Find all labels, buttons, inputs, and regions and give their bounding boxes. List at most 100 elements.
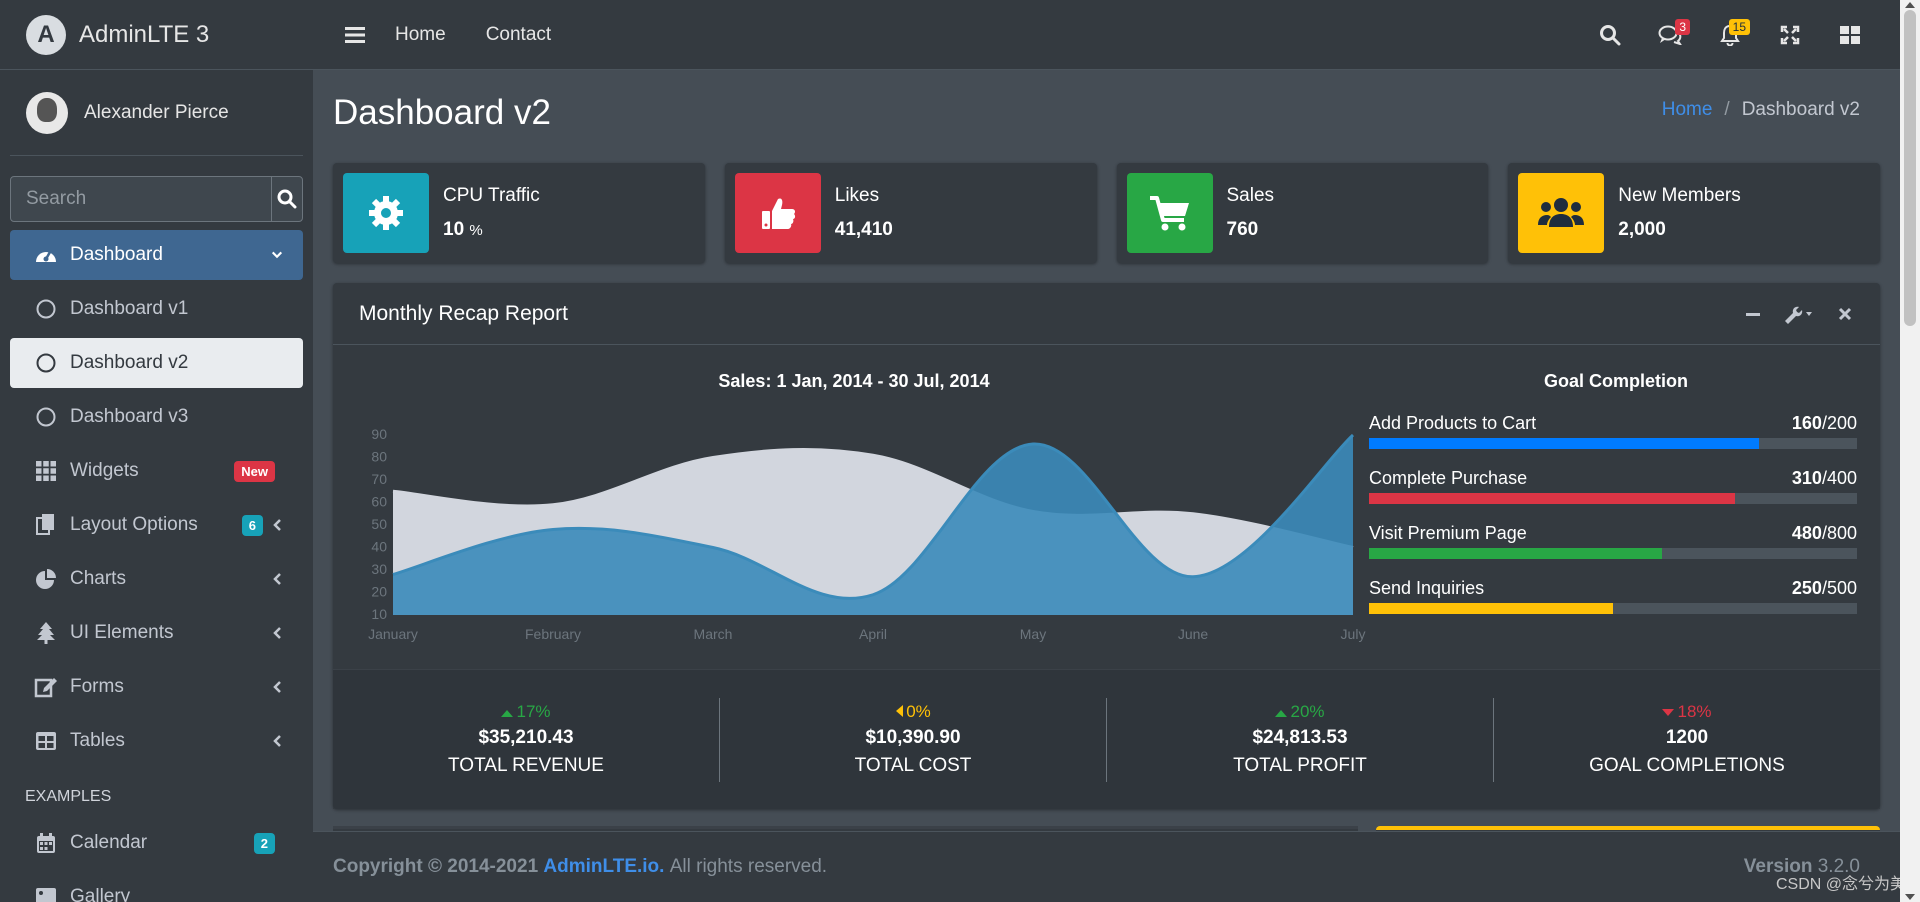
- stat-percentage: 0%: [720, 702, 1106, 722]
- watermark: CSDN @念兮为美: [1775, 876, 1906, 893]
- scroll-thumb[interactable]: [1904, 10, 1916, 326]
- search-button[interactable]: [271, 177, 302, 221]
- menu-toggle-button[interactable]: [343, 23, 367, 47]
- sidebar-item-layout-options[interactable]: Layout Options 6: [10, 500, 303, 550]
- brand-text: AdminLTE 3: [79, 20, 210, 48]
- collapse-button[interactable]: [1730, 299, 1776, 329]
- caret-up-icon: [501, 702, 514, 722]
- minus-icon: [1746, 312, 1760, 316]
- goal-completion-title: Goal Completion: [1544, 371, 1688, 391]
- sidebar-item-dashboard-v2[interactable]: Dashboard v2: [10, 338, 303, 388]
- card-header: Monthly Recap Report: [333, 283, 1880, 345]
- caret-up-icon: [1275, 702, 1288, 722]
- sidebar-item-label: Calendar: [70, 832, 148, 853]
- sidebar-item-ui-elements[interactable]: UI Elements: [10, 608, 303, 658]
- close-button[interactable]: [1822, 299, 1868, 329]
- rights-text: All rights reserved.: [669, 856, 828, 877]
- progress-fill: [1369, 548, 1662, 559]
- info-box-unit: %: [469, 222, 483, 239]
- x-tick-label: April: [859, 626, 887, 642]
- chevron-left-icon: [271, 519, 283, 531]
- info-box-label: Likes: [834, 185, 880, 206]
- scroll-down-arrow-icon[interactable]: [1905, 894, 1915, 900]
- series-line-1: [392, 447, 1354, 549]
- user-panel[interactable]: Alexander Pierce: [10, 70, 303, 156]
- grid-icon: [34, 459, 58, 483]
- copyright-text: Copyright © 2014-2021: [333, 856, 539, 877]
- tree-icon: [34, 621, 58, 645]
- settings-dropdown-button[interactable]: [1776, 299, 1822, 329]
- notifications-badge: 15: [1728, 18, 1750, 35]
- series-line-0: [392, 433, 1354, 600]
- goal-label: Complete Purchase: [1369, 468, 1528, 488]
- y-tick-label: 10: [371, 606, 387, 622]
- card-title: Monthly Recap Report: [359, 301, 568, 325]
- user-name[interactable]: Alexander Pierce: [84, 101, 229, 123]
- progress-fill: [1369, 493, 1735, 504]
- stat-amount: $35,210.43: [478, 727, 574, 748]
- sidebar-item-calendar[interactable]: Calendar 2: [10, 818, 303, 868]
- warning-card-peek: [1376, 826, 1880, 834]
- stat-percentage: 18%: [1494, 702, 1880, 722]
- goal-current: 310: [1791, 468, 1822, 488]
- notifications-button[interactable]: 15: [1700, 15, 1760, 55]
- info-box-sales: Sales 760: [1116, 163, 1489, 263]
- stat-total-profit: 20% $24,813.53 TOTAL PROFIT: [1107, 697, 1494, 782]
- sidebar-item-forms[interactable]: Forms: [10, 662, 303, 712]
- breadcrumb-current: Dashboard v2: [1741, 99, 1860, 120]
- goal-total: /200: [1821, 413, 1857, 433]
- control-sidebar-button[interactable]: [1820, 15, 1880, 55]
- nav-link-home[interactable]: Home: [395, 23, 446, 45]
- info-box-new-members: New Members 2,000: [1508, 163, 1880, 263]
- sidebar-item-widgets[interactable]: Widgets New: [10, 446, 303, 496]
- chart-title: Sales: 1 Jan, 2014 - 30 Jul, 2014: [718, 371, 990, 391]
- goal-item: Add Products to Cart 160/200: [1369, 413, 1857, 449]
- stat-pct-text: 17%: [516, 702, 551, 721]
- info-box-value: 41,410: [834, 219, 893, 240]
- fullscreen-button[interactable]: [1760, 15, 1820, 55]
- breadcrumb-home-link[interactable]: Home: [1661, 99, 1713, 120]
- brand-link[interactable]: A AdminLTE 3: [0, 0, 313, 70]
- chevron-down-icon: [271, 249, 283, 261]
- nav-link-contact[interactable]: Contact: [485, 23, 552, 45]
- version-info: Version 3.2.0: [1744, 856, 1860, 878]
- main-header: Home Contact 3 15: [313, 0, 1900, 70]
- x-tick-label: January: [368, 626, 418, 642]
- search-input[interactable]: [11, 177, 271, 221]
- y-tick-label: 80: [371, 449, 387, 465]
- sidebar-item-label: Tables: [70, 730, 125, 751]
- navbar-search-button[interactable]: [1580, 15, 1640, 55]
- new-badge: New: [234, 460, 275, 482]
- stat-label: TOTAL PROFIT: [1233, 755, 1367, 776]
- calendar-icon: [34, 831, 58, 855]
- navbar-right: 3 15: [1580, 15, 1880, 55]
- info-box-cpu-traffic: CPU Traffic 10 %: [333, 163, 705, 263]
- sidebar-item-dashboard-v1[interactable]: Dashboard v1: [10, 284, 303, 334]
- search-icon: [1600, 24, 1621, 45]
- adminlte-link[interactable]: AdminLTE.io.: [543, 856, 665, 877]
- sidebar-item-charts[interactable]: Charts: [10, 554, 303, 604]
- sidebar-item-dashboard-v3[interactable]: Dashboard v3: [10, 392, 303, 442]
- sidebar-item-dashboard[interactable]: Dashboard: [10, 230, 303, 280]
- sidebar-item-tables[interactable]: Tables: [10, 716, 303, 766]
- progress-bar: [1369, 603, 1857, 614]
- chevron-left-icon: [271, 681, 283, 693]
- stat-percentage: 20%: [1107, 702, 1493, 722]
- sidebar-item-label: Forms: [70, 676, 124, 697]
- sidebar-item-label: Widgets: [70, 460, 139, 481]
- goal-total: /800: [1821, 523, 1857, 543]
- image-icon: [34, 885, 58, 902]
- messages-button[interactable]: 3: [1640, 15, 1700, 55]
- sidebar-search: [10, 176, 303, 222]
- pie-chart-icon: [34, 567, 58, 591]
- page-scrollbar[interactable]: [1900, 0, 1920, 902]
- avatar: [26, 91, 68, 134]
- y-tick-label: 90: [371, 426, 387, 442]
- sidebar-item-gallery[interactable]: Gallery: [10, 872, 303, 902]
- stat-total-cost: 0% $10,390.90 TOTAL COST: [720, 697, 1107, 782]
- scroll-up-arrow-icon[interactable]: [1905, 2, 1915, 8]
- gear-icon: [343, 173, 429, 253]
- nav-header-examples: EXAMPLES: [25, 788, 112, 805]
- goal-label: Add Products to Cart: [1369, 413, 1537, 433]
- stat-label: TOTAL REVENUE: [448, 755, 604, 776]
